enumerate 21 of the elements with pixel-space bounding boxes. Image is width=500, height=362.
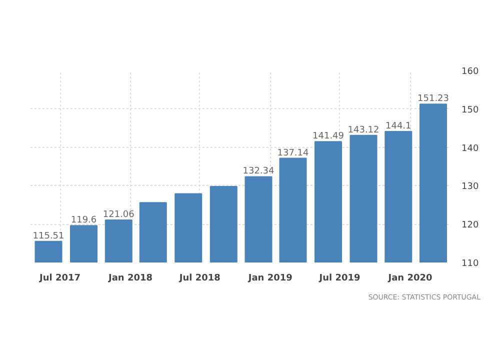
y-tick-label: 110 [462, 259, 479, 269]
data-label: 151.23 [418, 94, 450, 104]
data-label: 119.6 [70, 216, 97, 226]
data-label: 132.34 [242, 166, 275, 177]
data-label: 141.49 [312, 132, 344, 142]
data-label: 115.51 [32, 231, 64, 242]
data-label: 144.1 [386, 122, 412, 132]
x-tick-label: Jan 2018 [108, 274, 153, 284]
x-tick-label: Jan 2019 [247, 274, 292, 284]
y-tick-label: 120 [462, 220, 479, 231]
x-tick-label: Jul 2019 [318, 274, 360, 284]
x-tick-label: Jan 2020 [387, 274, 432, 284]
y-tick-label: 160 [462, 67, 479, 77]
data-label: 121.06 [102, 210, 135, 220]
y-tick-label: 150 [462, 105, 479, 116]
data-label: 143.12 [348, 125, 380, 136]
y-tick-label: 140 [462, 144, 479, 154]
x-tick-label: Jul 2018 [178, 274, 220, 284]
x-tick-label: Jul 2017 [38, 274, 81, 284]
data-label: 137.14 [277, 148, 310, 158]
y-tick-label: 130 [462, 182, 479, 192]
